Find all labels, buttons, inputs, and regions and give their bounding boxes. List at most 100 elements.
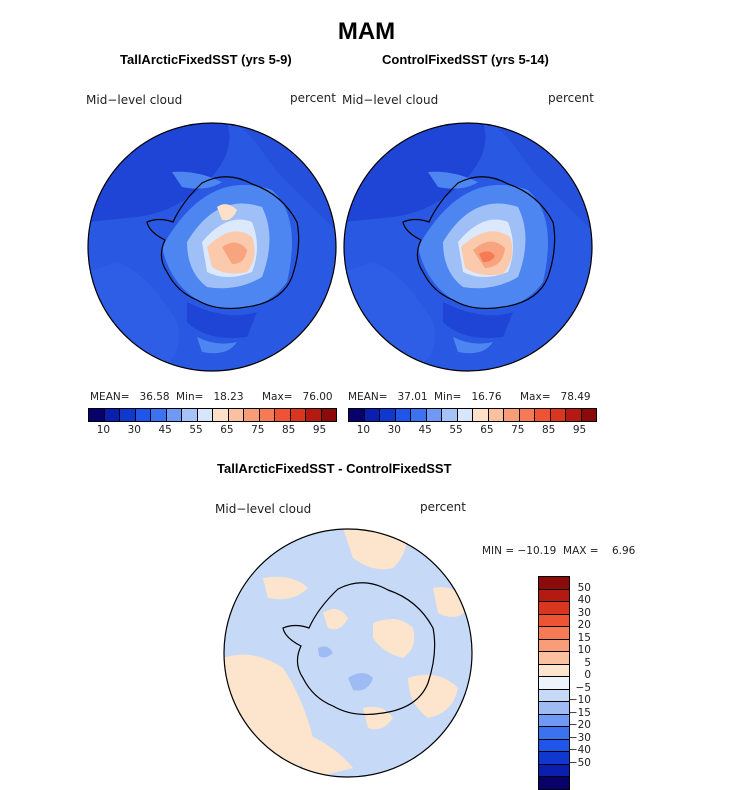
panel2-polar-map <box>343 122 593 372</box>
colorbar-swatch <box>151 409 167 421</box>
diff-colorbar-swatch <box>539 702 569 715</box>
panel1-max: Max= 76.00 <box>262 391 333 403</box>
diff-variable-label: Mid−level cloud <box>215 502 312 516</box>
colorbar-tick-label: 10 <box>356 424 371 436</box>
colorbar-tick-label: 30 <box>127 424 141 436</box>
colorbar-swatch <box>244 409 260 421</box>
panel1-colorbar-ticks: 10 30 45 55 65 75 85 95 <box>88 424 335 438</box>
colorbar-swatch <box>504 409 520 421</box>
colorbar-swatch <box>364 409 380 421</box>
panel2-colorbar <box>348 408 597 422</box>
colorbar-tick-label: 75 <box>511 424 525 436</box>
diff-colorbar-tick-label: −50 <box>568 756 591 769</box>
colorbar-tick-label: 75 <box>251 424 265 436</box>
panel1-min: Min= 18.23 <box>176 391 244 403</box>
colorbar-swatch <box>380 409 396 421</box>
diff-colorbar-tick-label: −20 <box>568 719 591 731</box>
diff-colorbar-tick-label: 0 <box>584 669 591 681</box>
diff-colorbar-tick-label: 20 <box>577 619 591 631</box>
colorbar-tick-label: 30 <box>387 424 401 436</box>
colorbar-swatch <box>166 409 182 421</box>
colorbar-swatch <box>89 409 105 421</box>
diff-colorbar-tick-label: 50 <box>577 581 591 594</box>
colorbar-tick-label: 95 <box>572 424 587 436</box>
diff-colorbar-tick-label: 40 <box>577 594 591 606</box>
diff-polar-map <box>223 528 473 778</box>
diff-colorbar-swatch <box>539 627 569 640</box>
colorbar-swatch <box>321 409 336 421</box>
colorbar-swatch <box>473 409 489 421</box>
diff-colorbar-swatch <box>539 652 569 665</box>
colorbar-swatch <box>519 409 535 421</box>
colorbar-swatch <box>349 409 365 421</box>
panel2-subtitle: ControlFixedSST (yrs 5-14) <box>382 52 549 67</box>
panel2-colorbar-ticks: 10 30 45 55 65 75 85 95 <box>348 424 595 438</box>
colorbar-tick-label: 85 <box>282 424 296 436</box>
diff-subtitle: TallArcticFixedSST - ControlFixedSST <box>217 461 452 476</box>
diff-colorbar-tick-label: 30 <box>577 606 591 619</box>
colorbar-swatch <box>290 409 306 421</box>
colorbar-tick-label: 45 <box>418 424 432 436</box>
diff-colorbar-ticks: 50 40 30 20 15 10 5 0 −5 −10 −15 −20 −30 −40 −50 <box>557 576 597 786</box>
colorbar-tick-label: 95 <box>312 424 327 436</box>
colorbar-tick-label: 65 <box>220 424 234 436</box>
diff-colorbar-tick-label: −15 <box>568 706 591 719</box>
diff-colorbar-tick-label: −10 <box>568 694 591 706</box>
diff-colorbar-swatch <box>539 639 569 652</box>
colorbar-tick-label: 45 <box>158 424 172 436</box>
diff-colorbar-swatch <box>539 777 569 789</box>
panel1-variable-label: Mid−level cloud <box>86 93 183 107</box>
colorbar-swatch <box>395 409 411 421</box>
colorbar-swatch <box>197 409 213 421</box>
diff-colorbar-swatch <box>539 727 569 740</box>
diff-colorbar-tick-label: 5 <box>584 656 591 669</box>
diff-colorbar-swatch <box>539 739 569 752</box>
diff-units-label: percent <box>420 500 466 514</box>
diff-colorbar-tick-label: −40 <box>568 744 591 756</box>
diff-colorbar-tick-label: 15 <box>577 631 591 644</box>
colorbar-swatch <box>228 409 244 421</box>
colorbar-tick-label: 55 <box>189 424 203 436</box>
colorbar-tick-label: 65 <box>480 424 494 436</box>
panel2-max: Max= 78.49 <box>520 391 591 403</box>
page-title: MAM <box>337 18 396 45</box>
colorbar-swatch <box>488 409 504 421</box>
colorbar-swatch <box>426 409 442 421</box>
panel2-min: Min= 16.76 <box>434 391 502 403</box>
colorbar-swatch <box>120 409 136 421</box>
colorbar-swatch <box>259 409 275 421</box>
colorbar-swatch <box>213 409 229 421</box>
panel1-colorbar <box>88 408 337 422</box>
panel1-subtitle: TallArcticFixedSST (yrs 5-9) <box>120 52 292 67</box>
colorbar-tick-label: 55 <box>449 424 463 436</box>
colorbar-swatch <box>566 409 582 421</box>
colorbar-swatch <box>411 409 427 421</box>
colorbar-swatch <box>306 409 322 421</box>
colorbar-swatch <box>104 409 120 421</box>
diff-colorbar-swatch <box>539 677 569 690</box>
colorbar-swatch <box>442 409 458 421</box>
panel1-polar-map <box>87 122 337 372</box>
colorbar-swatch <box>135 409 151 421</box>
diff-colorbar-swatch <box>539 689 569 702</box>
diff-minmax: MIN = −10.19 MAX = 6.96 <box>482 545 636 557</box>
diff-colorbar-swatch <box>539 752 569 765</box>
diff-colorbar-swatch <box>539 664 569 677</box>
panel1-mean: MEAN= 36.58 <box>90 391 170 403</box>
colorbar-tick-label: 10 <box>96 424 111 436</box>
colorbar-swatch <box>457 409 473 421</box>
diff-colorbar-swatch <box>539 714 569 727</box>
diff-colorbar-tick-label: −30 <box>568 731 591 744</box>
diff-colorbar-swatch <box>539 577 569 590</box>
panel1-units-label: percent <box>290 91 336 105</box>
diff-colorbar-tick-label: −5 <box>575 681 591 694</box>
colorbar-swatch <box>535 409 551 421</box>
panel2-units-label: percent <box>548 91 594 105</box>
colorbar-swatch <box>581 409 596 421</box>
diff-colorbar-swatch <box>539 614 569 627</box>
diff-colorbar-swatch <box>539 764 569 777</box>
colorbar-tick-label: 85 <box>542 424 556 436</box>
colorbar-swatch <box>182 409 198 421</box>
panel2-variable-label: Mid−level cloud <box>342 93 439 107</box>
colorbar-swatch <box>550 409 566 421</box>
